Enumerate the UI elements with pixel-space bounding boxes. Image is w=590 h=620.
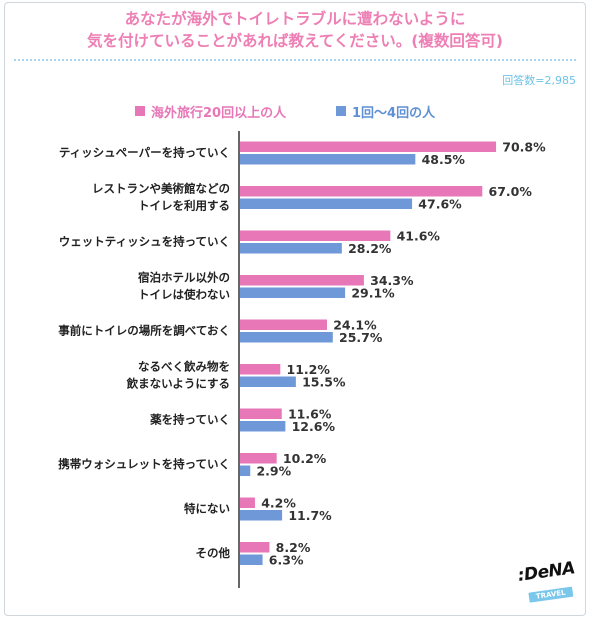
- dena-travel-logo: :DeNA TRAVEL: [517, 558, 579, 605]
- bar-pink: [239, 186, 483, 197]
- legend-item-blue: 1回～4回の人: [336, 101, 435, 121]
- chart-frame: [4, 2, 586, 616]
- value-label-pink: 24.1%: [333, 318, 377, 333]
- title-line-2: 気を付けていることがあれば教えてください。(複数回答可): [87, 32, 503, 50]
- value-label-pink: 8.2%: [276, 540, 311, 555]
- bar-pink: [239, 364, 281, 375]
- category-label: なるべく飲み物を飲まないようにする: [126, 360, 230, 391]
- bar-blue: [239, 287, 346, 298]
- value-label-blue: 6.3%: [269, 553, 304, 568]
- respondent-count: 回答数=2,985: [502, 74, 576, 87]
- value-label-blue: 11.7%: [288, 508, 332, 523]
- category-label: 事前にトイレの場所を調べておく: [58, 324, 230, 338]
- category-label: レストランや美術館などのトイレを利用する: [92, 182, 230, 213]
- legend-label-blue: 1回～4回の人: [352, 105, 436, 121]
- value-label-blue: 15.5%: [302, 375, 346, 390]
- legend-label-pink: 海外旅行20回以上の人: [151, 105, 287, 121]
- bar-blue: [239, 332, 333, 343]
- bar-blue: [239, 243, 342, 254]
- category-label: 携帯ウォシュレットを持っていく: [58, 457, 230, 471]
- value-label-pink: 11.6%: [288, 407, 332, 422]
- bar-blue: [239, 510, 283, 521]
- bar-blue: [239, 154, 416, 165]
- value-label-pink: 67.0%: [489, 184, 533, 199]
- bar-pink: [239, 275, 364, 286]
- category-label: 薬を持っていく: [149, 413, 230, 427]
- title-line-1: あなたが海外でトイレトラブルに遭わないように: [124, 10, 466, 28]
- legend-item-pink: 海外旅行20回以上の人: [135, 101, 286, 121]
- bar-pink: [239, 230, 391, 241]
- legend-swatch-pink: [135, 106, 145, 116]
- value-label-blue: 2.9%: [256, 464, 291, 479]
- category-label: 特にない: [184, 502, 230, 516]
- legend-swatch-blue: [336, 106, 346, 116]
- value-label-blue: 28.2%: [348, 241, 392, 256]
- value-label-pink: 10.2%: [283, 451, 327, 466]
- value-label-blue: 12.6%: [292, 419, 336, 434]
- category-label: その他: [196, 546, 231, 560]
- value-label-blue: 25.7%: [339, 330, 383, 345]
- bar-pink: [239, 141, 497, 152]
- value-label-blue: 48.5%: [422, 152, 466, 167]
- bar-blue: [239, 376, 296, 387]
- bar-blue: [239, 421, 286, 432]
- value-label-pink: 11.2%: [287, 362, 331, 377]
- value-label-pink: 34.3%: [370, 273, 414, 288]
- chart-title: あなたが海外でトイレトラブルに遭わないように 気を付けていることがあれば教えてく…: [0, 8, 590, 52]
- value-label-blue: 47.6%: [418, 197, 462, 212]
- value-label-pink: 4.2%: [261, 496, 296, 511]
- dotted-divider: [14, 59, 576, 61]
- bar-pink: [239, 408, 282, 419]
- value-label-blue: 29.1%: [351, 286, 395, 301]
- value-label-pink: 70.8%: [502, 140, 546, 155]
- bar-blue: [239, 465, 251, 476]
- value-label-pink: 41.6%: [397, 229, 441, 244]
- bar-pink: [239, 453, 277, 464]
- category-label: ティッシュペーパーを持っていく: [59, 146, 230, 160]
- bar-pink: [239, 497, 255, 508]
- bar-pink: [239, 319, 327, 330]
- bar-blue: [239, 198, 413, 209]
- bar-pink: [239, 542, 270, 553]
- bar-blue: [239, 554, 263, 565]
- category-label: 宿泊ホテル以外のトイレは使わない: [138, 271, 230, 302]
- category-label: ウェットティッシュを持っていく: [59, 235, 230, 249]
